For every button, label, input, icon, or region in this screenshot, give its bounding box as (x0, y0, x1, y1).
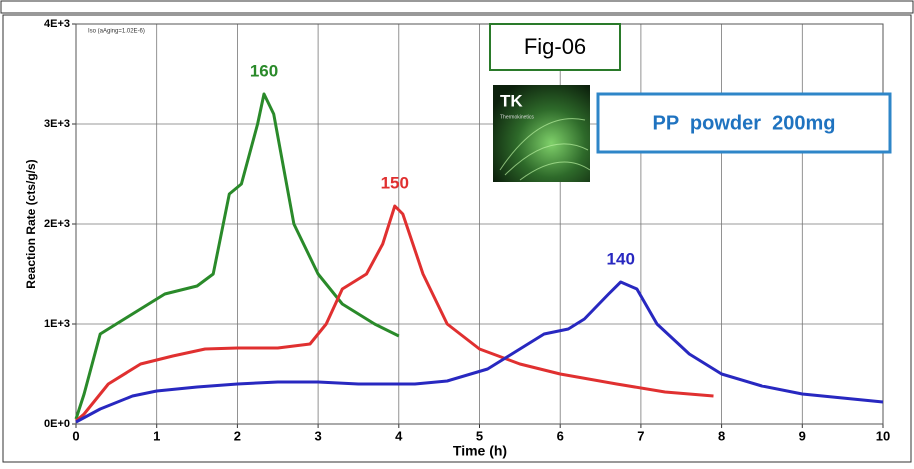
x-tick-label: 3 (314, 428, 321, 443)
x-tick-label: 9 (799, 428, 806, 443)
y-tick-label: 4E+3 (44, 18, 70, 30)
top-strip (0, 0, 914, 14)
x-tick-label: 5 (476, 428, 483, 443)
x-tick-label: 10 (876, 428, 890, 443)
note: Iso (aAging=1.02E-6) (88, 29, 145, 35)
plot-area (75, 23, 884, 425)
x-tick-label: 0 (72, 428, 79, 443)
x-tick-label: 6 (557, 428, 564, 443)
series-line (75, 204, 714, 423)
logo-subtitle: Thermokinetics (500, 114, 534, 120)
series-line (74, 92, 400, 420)
y-tick-label: 0E+0 (44, 418, 70, 430)
sample-label-box (596, 92, 892, 154)
x-tick-label: 8 (718, 428, 725, 443)
y-tick-label: 1E+3 (44, 318, 70, 330)
x-tick-label: 2 (234, 428, 241, 443)
figure-label-box (489, 23, 621, 71)
series-label: 140 (607, 249, 635, 268)
y-tick-label: 2E+3 (44, 218, 70, 230)
x-tick-label: 1 (153, 428, 160, 443)
x-tick-label: 4 (395, 428, 403, 443)
x-tick-label: 7 (637, 428, 644, 443)
x-axis-label: Time (h) (453, 443, 507, 459)
logo (493, 85, 590, 182)
logo-art (499, 118, 591, 181)
series-line (75, 280, 884, 424)
sample-label: PP powder 200mg (652, 112, 835, 134)
y-tick-label: 3E+3 (44, 118, 70, 130)
logo-title: TK (500, 91, 523, 110)
series-label: 150 (381, 173, 409, 192)
chart-frame (2, 14, 912, 463)
y-axis-label: Reaction Rate (cts/g/s) (24, 159, 38, 288)
series-label: 160 (250, 61, 278, 80)
figure-label: Fig-06 (524, 34, 586, 59)
